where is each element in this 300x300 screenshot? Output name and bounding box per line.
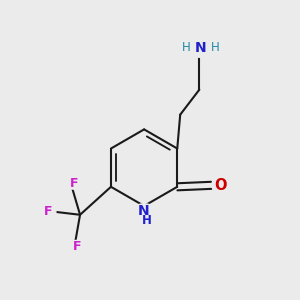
Ellipse shape (70, 240, 85, 252)
Ellipse shape (129, 204, 159, 223)
Ellipse shape (41, 206, 56, 218)
Ellipse shape (177, 40, 221, 57)
Text: O: O (214, 178, 227, 193)
Text: N: N (195, 41, 207, 56)
Text: H: H (142, 214, 152, 226)
Text: F: F (70, 177, 78, 190)
Text: F: F (44, 205, 53, 218)
Ellipse shape (67, 177, 82, 189)
Text: H: H (182, 41, 190, 54)
Text: F: F (73, 240, 81, 253)
Text: N: N (137, 204, 149, 218)
Text: H: H (211, 41, 220, 54)
Ellipse shape (212, 179, 228, 192)
